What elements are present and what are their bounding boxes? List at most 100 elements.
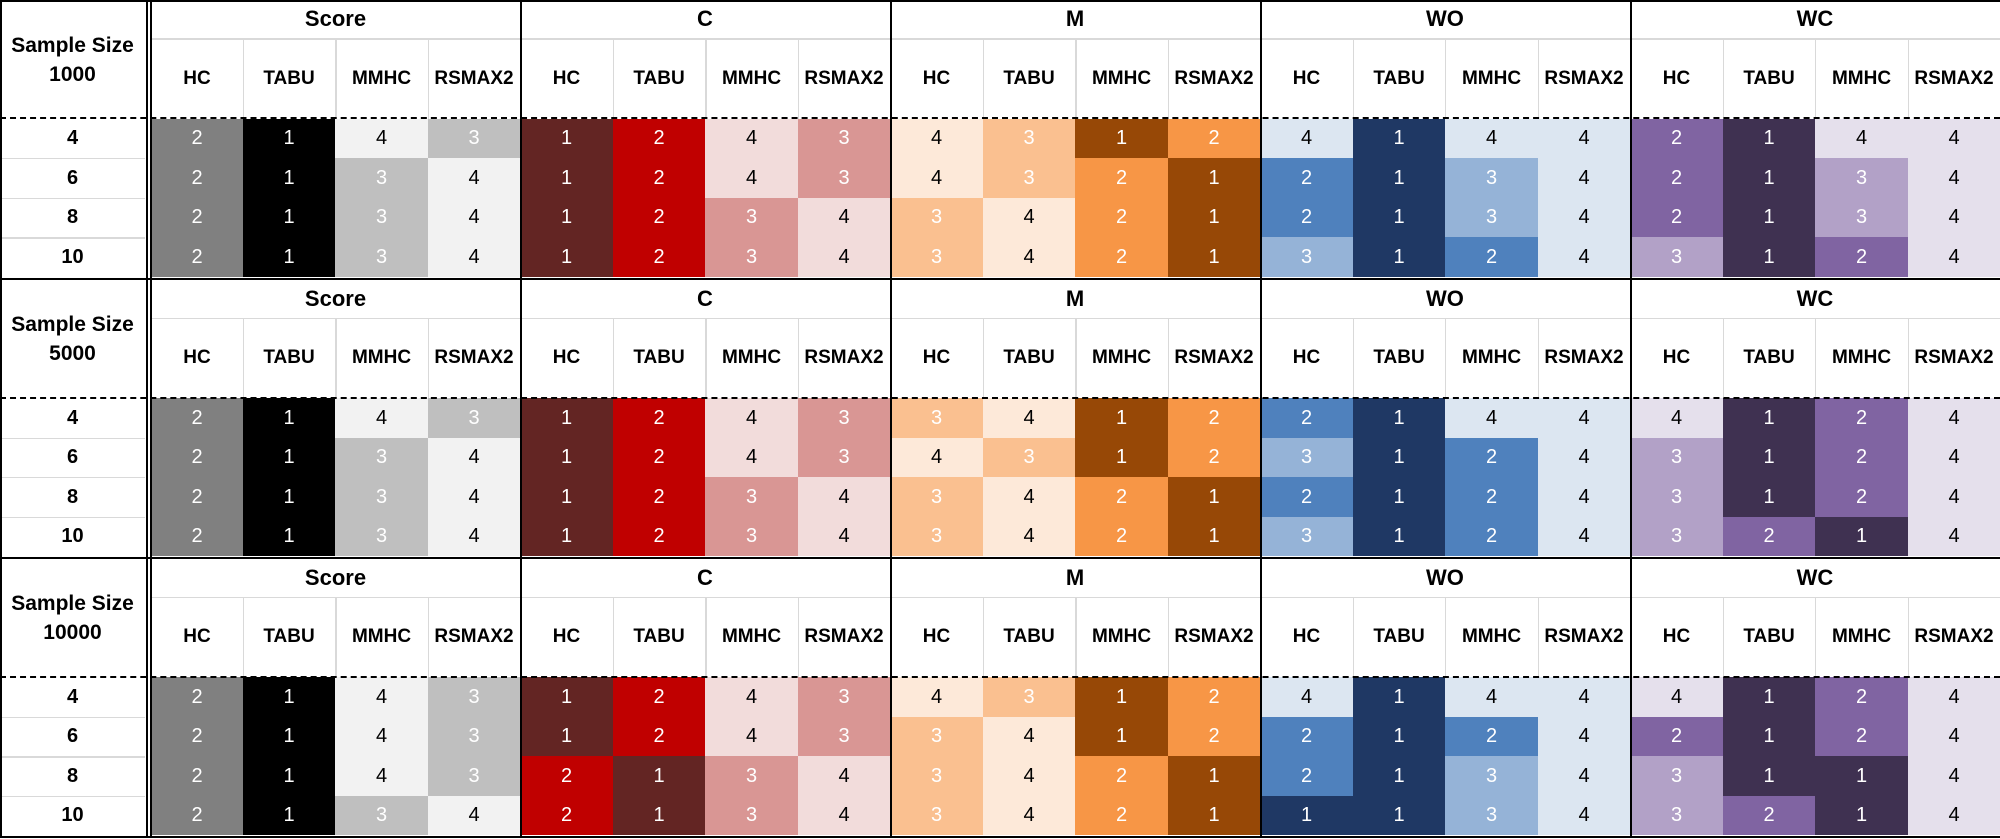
rank-cell: 2 (613, 198, 705, 237)
rank-cell: 3 (1630, 237, 1723, 277)
group-separator (1630, 559, 1632, 838)
rank-cell: 1 (1075, 717, 1168, 756)
rank-cell: 3 (890, 756, 983, 796)
method-header: TABU (1743, 67, 1795, 89)
rank-cell: 1 (243, 756, 335, 796)
method-header: MMHC (1831, 67, 1892, 89)
grid-line (1723, 318, 1724, 398)
group-header: M (1065, 6, 1085, 31)
rank-cell: 4 (890, 119, 983, 158)
group-header: M (1065, 565, 1085, 590)
rank-cell: 1 (1353, 158, 1445, 198)
rank-cell: 1 (243, 158, 335, 198)
rank-cell: 1 (613, 756, 705, 796)
rank-cell: 4 (983, 398, 1075, 438)
rank-cell: 4 (1538, 198, 1630, 237)
rank-cell: 4 (1815, 119, 1908, 158)
sample-size-label-text: Sample Size (11, 312, 134, 336)
rank-cell: 3 (983, 158, 1075, 198)
method-header: TABU (1373, 67, 1425, 89)
grid-line (1538, 318, 1539, 398)
rank-cell: 2 (613, 717, 705, 756)
grid-line (1353, 318, 1354, 398)
rank-cell: 4 (983, 517, 1075, 556)
rank-cell: 3 (705, 517, 798, 556)
rank-cell: 4 (705, 717, 798, 756)
rank-cell: 1 (520, 158, 613, 198)
dashed-separator (0, 117, 2000, 119)
sample-size-value: 1000 (49, 62, 96, 86)
grid-line (1538, 38, 1539, 119)
rank-cell: 1 (520, 438, 613, 477)
rank-cell: 2 (1723, 796, 1815, 835)
rank-cell: 4 (1908, 158, 2000, 198)
group-header: Score (304, 565, 367, 590)
rank-cell: 2 (151, 398, 243, 438)
rank-cell: 2 (151, 717, 243, 756)
group-header: WO (1426, 6, 1464, 31)
rank-cell: 1 (1353, 438, 1445, 477)
sample-size-value: 10000 (43, 621, 102, 644)
rank-cell: 1 (1353, 717, 1445, 756)
rank-cell: 1 (1075, 398, 1168, 438)
outer-border (0, 0, 2, 838)
label-divider (150, 0, 152, 838)
method-header: TABU (1003, 347, 1055, 368)
rank-cell: 2 (151, 756, 243, 796)
rank-cell: 1 (520, 477, 613, 517)
group-separator (520, 559, 522, 838)
group-separator (1260, 559, 1262, 838)
rank-cell: 2 (613, 398, 705, 438)
rank-cell: 2 (1075, 198, 1168, 237)
rank-cell: 4 (1908, 477, 2000, 517)
rank-cell: 1 (1075, 677, 1168, 717)
grid-line (1353, 38, 1354, 119)
group-header: WO (1426, 565, 1464, 590)
rank-cell: 2 (151, 158, 243, 198)
rank-cell: 2 (613, 517, 705, 556)
group-header: C (697, 565, 713, 590)
rank-cell: 2 (1075, 158, 1168, 198)
rank-cell: 3 (798, 158, 890, 198)
rank-cell: 1 (1723, 677, 1815, 717)
rank-cell: 2 (1815, 438, 1908, 477)
rank-cell: 4 (428, 796, 520, 835)
grid-line (243, 38, 244, 119)
rank-cell: 3 (335, 796, 428, 835)
rank-cell: 3 (335, 477, 428, 517)
grid-line (335, 597, 337, 677)
method-header: RSMAX2 (804, 347, 884, 368)
rank-cell: 4 (1908, 517, 2000, 556)
rank-cell: 1 (613, 796, 705, 835)
rank-cell: 4 (1908, 398, 2000, 438)
row-label: 4 (66, 406, 79, 429)
rank-cell: 3 (798, 717, 890, 756)
rank-cell: 1 (1723, 398, 1815, 438)
method-header: RSMAX2 (434, 347, 514, 368)
rank-cell: 3 (890, 796, 983, 835)
method-header: MMHC (721, 347, 782, 368)
rank-cell: 3 (705, 477, 798, 517)
row-label: 4 (66, 685, 79, 708)
rank-cell: 2 (1168, 677, 1260, 717)
grid-line (428, 318, 429, 398)
rank-cell: 4 (1908, 237, 2000, 277)
grid-line (243, 318, 244, 398)
rank-cell: 2 (1445, 517, 1538, 556)
rank-cell: 2 (1630, 198, 1723, 237)
rank-cell: 1 (1168, 198, 1260, 237)
dashed-separator (0, 676, 2000, 678)
method-header: HC (1662, 626, 1691, 647)
rank-cell: 4 (890, 677, 983, 717)
rank-cell: 1 (243, 398, 335, 438)
rank-cell: 1 (520, 517, 613, 556)
row-label: 8 (66, 485, 79, 508)
grid-line (1168, 318, 1169, 398)
grid-line (1538, 597, 1539, 677)
rank-cell: 4 (1445, 398, 1538, 438)
rank-cell: 1 (1168, 477, 1260, 517)
rank-cell: 4 (1445, 677, 1538, 717)
group-header: WC (1796, 6, 1834, 31)
rank-cell: 2 (1445, 237, 1538, 277)
rank-cell: 4 (798, 237, 890, 277)
